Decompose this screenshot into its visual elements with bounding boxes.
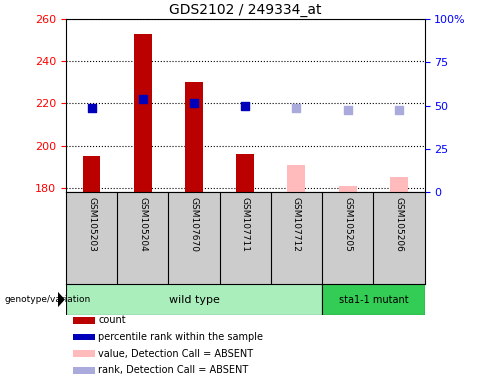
Text: wild type: wild type: [168, 295, 220, 305]
Bar: [73, 367, 95, 374]
Point: [242, 103, 249, 109]
Bar: [66, 284, 322, 315]
Text: sta1-1 mutant: sta1-1 mutant: [339, 295, 408, 305]
Bar: [185, 83, 203, 192]
Bar: [73, 317, 95, 324]
Bar: [287, 165, 305, 192]
Text: GSM105204: GSM105204: [138, 197, 147, 252]
Text: genotype/variation: genotype/variation: [5, 295, 91, 304]
Text: GSM107712: GSM107712: [292, 197, 301, 252]
Point: [88, 104, 96, 111]
Text: rank, Detection Call = ABSENT: rank, Detection Call = ABSENT: [98, 365, 248, 375]
Text: GSM107711: GSM107711: [241, 197, 250, 252]
Bar: [339, 186, 357, 192]
Text: count: count: [98, 315, 126, 325]
Title: GDS2102 / 249334_at: GDS2102 / 249334_at: [169, 3, 322, 17]
Bar: [73, 334, 95, 341]
Text: GSM105203: GSM105203: [87, 197, 96, 252]
Bar: [73, 350, 95, 357]
Bar: [236, 154, 254, 192]
Text: GSM105205: GSM105205: [343, 197, 352, 252]
Text: percentile rank within the sample: percentile rank within the sample: [98, 332, 263, 342]
Polygon shape: [58, 291, 65, 308]
Point: [139, 96, 147, 103]
Bar: [134, 34, 152, 192]
Point: [344, 107, 352, 113]
Text: GSM107670: GSM107670: [189, 197, 199, 252]
Bar: [322, 284, 425, 315]
Bar: [390, 177, 408, 192]
Point: [395, 107, 403, 113]
Point: [293, 104, 301, 111]
Bar: [82, 156, 101, 192]
Text: GSM105206: GSM105206: [394, 197, 404, 252]
Point: [190, 101, 198, 107]
Text: value, Detection Call = ABSENT: value, Detection Call = ABSENT: [98, 349, 253, 359]
